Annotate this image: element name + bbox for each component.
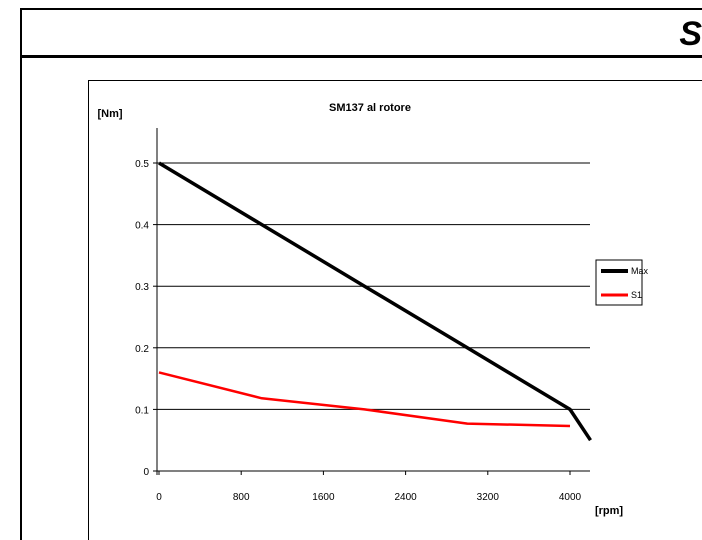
y-tick-label-5: 0.5 bbox=[135, 159, 149, 170]
y-tick-label-2: 0.2 bbox=[135, 344, 149, 355]
legend-label-s1: S1 bbox=[631, 290, 642, 300]
x-tick-label-2: 1600 bbox=[312, 492, 335, 503]
series-lines bbox=[158, 161, 592, 442]
y-tick-label-4: 0.4 bbox=[135, 221, 149, 232]
series-line-max bbox=[158, 161, 592, 442]
panel-frame-top bbox=[20, 8, 702, 10]
chart-title: SM137 al rotore bbox=[329, 102, 411, 114]
x-tick-label-1: 800 bbox=[233, 492, 250, 503]
x-tick-label-5: 4000 bbox=[559, 492, 582, 503]
x-tick-label-0: 0 bbox=[156, 492, 162, 503]
legend-box bbox=[595, 259, 643, 306]
y-tick-label-0: 0 bbox=[143, 467, 149, 478]
x-tick-label-4: 3200 bbox=[477, 492, 500, 503]
chart-frame bbox=[88, 80, 702, 540]
axes bbox=[153, 128, 590, 475]
legend: Max S1 bbox=[595, 259, 649, 306]
legend-label-max: Max bbox=[631, 266, 649, 276]
panel-frame-left bbox=[20, 8, 22, 540]
x-tick-label-3: 2400 bbox=[394, 492, 417, 503]
series-line-s1 bbox=[158, 371, 571, 428]
header-partial-title: S bbox=[679, 15, 702, 53]
y-tick-label-1: 0.1 bbox=[135, 405, 149, 416]
x-axis-label: [rpm] bbox=[595, 505, 623, 517]
y-tick-label-3: 0.3 bbox=[135, 282, 149, 293]
tick-labels: 0 0.1 0.2 0.3 0.4 0.5 0 800 1600 2400 3200 4000 bbox=[135, 159, 581, 503]
header-rule bbox=[20, 55, 702, 58]
y-axis-label: [Nm] bbox=[97, 108, 122, 120]
